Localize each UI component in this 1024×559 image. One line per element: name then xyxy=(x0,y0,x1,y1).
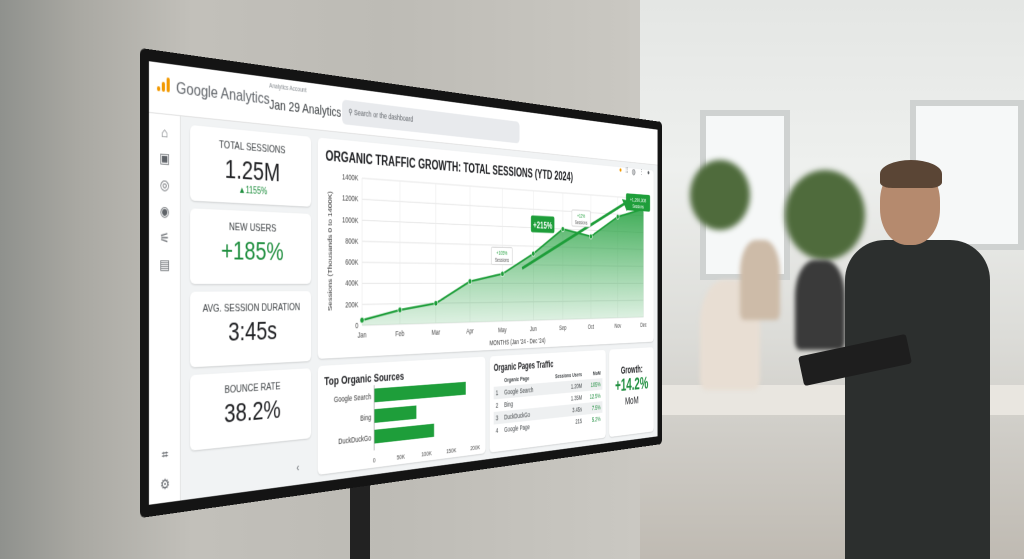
annotation-sub: Sessions xyxy=(575,220,587,226)
y-tick-label: 400K xyxy=(345,279,358,288)
data-point-apr xyxy=(468,279,472,285)
x-tick-label: Oct xyxy=(588,323,594,330)
bar-bing xyxy=(374,405,417,423)
monitor: Google Analytics Analytics Account Jan 2… xyxy=(140,48,662,518)
data-point-mar xyxy=(434,300,438,306)
pages-table: Organic Page Sessions Users MoM 1 Google Se… xyxy=(493,367,603,437)
data-point-nov xyxy=(616,214,619,219)
cell: 4 xyxy=(495,426,499,435)
peak-badge-sub: Sessions xyxy=(632,204,643,210)
bar-duckduckgo xyxy=(374,423,435,444)
property-name: Jan 29 Analytics xyxy=(269,96,342,121)
growth-badge-text: +215% xyxy=(533,219,552,231)
bar-label: Google Search xyxy=(334,393,372,405)
y-tick-label: 1200K xyxy=(342,194,359,204)
configure-icon[interactable]: ⚟ xyxy=(159,229,170,246)
bar-label: DuckDuckGo xyxy=(338,434,371,446)
search-placeholder: Search or the dashboard xyxy=(354,107,414,124)
peak-badge-text: +1,290,308 xyxy=(630,196,646,204)
analytics-logo xyxy=(157,76,170,93)
x-tick-label: 50K xyxy=(397,452,405,461)
x-tick-label: Jan xyxy=(358,331,367,340)
table-icon[interactable]: ▤ xyxy=(159,256,170,273)
x-tick-label: 150K xyxy=(446,446,456,455)
x-tick-label: Sep xyxy=(559,324,566,332)
advertising-icon[interactable]: ◉ xyxy=(159,202,170,220)
growth-card: Growth: +14.2% MoM xyxy=(609,347,654,438)
sidebar: ⌂ ▣ ◎ ◉ ⚟ ▤ ⌗ ⚙ xyxy=(148,112,181,505)
kpi-value: +185% xyxy=(221,235,284,266)
cell: 5.2% xyxy=(591,415,601,424)
data-point-jun xyxy=(532,251,535,256)
y-tick-label: 1400K xyxy=(342,173,359,183)
kpi-avg-session-duration: AVG. SESSION DURATION 3:45s xyxy=(190,291,312,368)
annotation-text: +105% xyxy=(496,251,507,257)
kpi-bounce-rate: BOUNCE RATE 38.2% xyxy=(190,368,312,451)
annotation-text: +12% xyxy=(577,213,585,219)
pages-traffic-panel: Organic Pages Traffic Organic Page Sessio… xyxy=(489,349,606,453)
area-chart: 0 200K 400K 600K 800K 1000K 1200K 1400K Jan Feb Ma… xyxy=(327,173,651,347)
data-point-jan xyxy=(360,317,364,323)
bar-label: Bing xyxy=(360,413,371,423)
kpi-value: 38.2% xyxy=(224,394,281,429)
coworker xyxy=(740,240,780,320)
x-tick-label: Dec xyxy=(640,321,646,328)
brand-name: Google Analytics xyxy=(176,78,270,108)
plant xyxy=(690,160,750,230)
top-sources-panel: Top Organic Sources Google Search Bing Duc… xyxy=(317,356,486,475)
y-tick-label: 0 xyxy=(355,322,358,331)
cell: 3 xyxy=(495,413,499,422)
kpi-label: AVG. SESSION DURATION xyxy=(202,301,301,315)
data-point-may xyxy=(501,271,504,276)
x-tick-label: Jun xyxy=(530,325,537,333)
account-label: Analytics Account xyxy=(269,82,307,95)
cell: 1 xyxy=(495,388,499,397)
kpi-label: NEW USERS xyxy=(228,221,277,235)
kpi-new-users: NEW USERS +185% xyxy=(190,208,312,284)
bar-google-search xyxy=(374,381,466,403)
x-tick-label: 100K xyxy=(421,449,432,458)
explore-icon[interactable]: ◎ xyxy=(159,176,170,193)
y-tick-label: 200K xyxy=(345,300,358,309)
cell: 2 xyxy=(495,401,499,410)
data-point-feb xyxy=(398,307,402,313)
x-tick-label: Mar xyxy=(432,328,441,336)
y-tick-label: 1000K xyxy=(342,215,359,224)
crop-icon[interactable]: ⌗ xyxy=(161,446,169,463)
data-point-oct xyxy=(589,234,592,239)
annotation-sub: Sessions xyxy=(495,258,509,264)
reports-icon[interactable]: ▣ xyxy=(159,149,170,167)
x-tick-label: Feb xyxy=(395,330,404,339)
search-icon: ⚲ xyxy=(348,107,353,117)
kpi-total-sessions: TOTAL SESSIONS 1.25M ▲1155% xyxy=(190,124,312,207)
coworker xyxy=(795,260,845,350)
x-tick-label: 0 xyxy=(373,456,376,465)
analytics-dashboard: Google Analytics Analytics Account Jan 2… xyxy=(148,61,658,505)
home-icon[interactable]: ⌂ xyxy=(161,124,168,141)
y-tick-label: 800K xyxy=(345,237,358,246)
presenter-hair xyxy=(880,160,942,188)
y-tick-label: 600K xyxy=(345,258,358,267)
gridline xyxy=(362,178,643,199)
search-input[interactable]: ⚲ Search or the dashboard xyxy=(342,99,520,144)
col-header xyxy=(494,374,502,386)
property-selector[interactable]: Jan 29 Analytics ▾ xyxy=(269,96,348,122)
x-tick-label: Apr xyxy=(466,327,473,335)
settings-icon[interactable]: ⚙ xyxy=(160,475,170,493)
x-tick-label: 200K xyxy=(470,443,480,452)
kpi-value: 3:45s xyxy=(228,316,277,347)
gridline xyxy=(362,199,643,215)
presenter xyxy=(845,240,990,559)
x-tick-label: Nov xyxy=(614,322,621,329)
y-axis-label: Sessions (Thousands 0 to 1400K) xyxy=(327,191,333,311)
data-point-sep xyxy=(561,226,564,231)
traffic-chart-panel: ORGANIC TRAFFIC GROWTH: TOTAL SESSIONS (… xyxy=(317,137,654,359)
bar-chart: Google Search Bing DuckDuckGo 0 50K 100K 150K 2… xyxy=(334,381,480,465)
x-axis-label: MONTHS (Jan '24 - Dec '24) xyxy=(490,337,546,347)
plant xyxy=(785,170,865,260)
x-tick-label: May xyxy=(498,326,507,334)
collapse-button[interactable]: ‹ xyxy=(296,461,300,475)
